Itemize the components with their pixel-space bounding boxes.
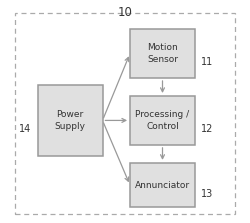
Text: 10: 10 [118,6,132,19]
FancyBboxPatch shape [130,29,195,78]
Text: Power
Supply: Power Supply [54,110,86,131]
Text: 13: 13 [202,189,214,199]
Text: 11: 11 [202,58,214,67]
Text: 12: 12 [201,124,214,134]
Bar [15,13,235,214]
FancyBboxPatch shape [38,85,102,156]
Text: Motion
Sensor: Motion Sensor [147,43,178,64]
Text: 14: 14 [19,124,31,134]
Text: Processing /
Control: Processing / Control [136,110,190,131]
FancyBboxPatch shape [130,163,195,207]
FancyBboxPatch shape [130,96,195,145]
Text: Annunciator: Annunciator [135,181,190,190]
